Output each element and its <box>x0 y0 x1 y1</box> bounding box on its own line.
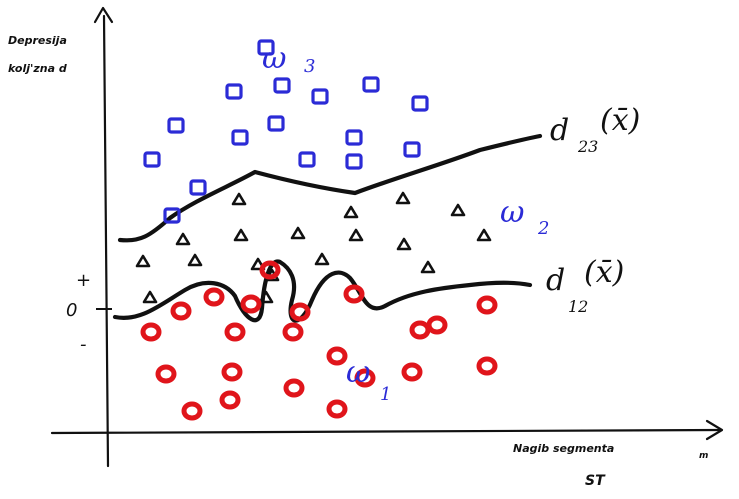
d23-subscript: 23 <box>577 137 598 156</box>
axes <box>50 6 724 468</box>
circle-marker <box>170 301 192 321</box>
triangle-marker <box>135 254 151 268</box>
d12-argument: (x̄) <box>584 255 624 290</box>
square-marker <box>345 153 363 170</box>
class-omega1-circles <box>140 260 498 421</box>
boundary-d23-line <box>117 133 543 243</box>
y-axis-label-line2: kolj'zna d <box>8 62 67 75</box>
square-marker <box>362 76 380 93</box>
omega3-label: ω 3 <box>262 41 315 77</box>
circle-marker <box>283 378 305 398</box>
triangle-marker <box>476 228 492 242</box>
triangle-marker <box>175 232 191 246</box>
x-axis-label-line1: Nagib segmenta <box>513 442 614 455</box>
circle-marker <box>259 260 281 280</box>
circle-marker <box>326 399 348 419</box>
circle-marker <box>354 368 376 388</box>
circle-marker <box>203 287 225 307</box>
square-marker <box>311 88 329 105</box>
circle-marker <box>476 295 498 315</box>
triangle-marker <box>233 228 249 242</box>
square-marker <box>163 207 181 224</box>
square-marker <box>411 95 429 112</box>
circle-marker <box>409 320 431 340</box>
circle-marker <box>219 390 241 410</box>
triangle-marker <box>396 237 412 251</box>
boundary-d12-line <box>112 259 533 323</box>
d23-letter: d <box>550 113 569 148</box>
circle-marker <box>343 284 365 304</box>
circle-marker <box>289 302 311 322</box>
square-marker <box>231 129 249 146</box>
triangle-marker <box>231 192 247 206</box>
minus-sign: - <box>80 334 87 355</box>
triangle-marker <box>314 252 330 266</box>
x-axis-arrowhead <box>705 419 724 441</box>
triangle-marker <box>343 205 359 219</box>
d12-letter: d <box>546 263 565 298</box>
omega2-letter: ω <box>500 195 524 230</box>
circle-marker <box>240 294 262 314</box>
circle-marker <box>181 401 203 421</box>
d23-argument: (x̄) <box>600 103 640 138</box>
circle-marker <box>140 322 162 342</box>
omega2-index: 2 <box>537 218 549 239</box>
circle-marker <box>476 356 498 376</box>
y-axis-arrowhead <box>93 6 114 24</box>
square-marker <box>189 179 207 196</box>
triangle-marker <box>395 191 411 205</box>
d12-subscript: 12 <box>568 297 588 316</box>
d12-label: d 12 (x̄) <box>546 255 624 316</box>
square-marker <box>345 129 363 146</box>
y-axis-label-line1: Depresija <box>8 34 67 47</box>
x-axis-label-suffix: m <box>699 451 708 461</box>
square-marker <box>143 151 161 168</box>
plus-sign: + <box>76 270 91 291</box>
circle-marker <box>326 346 348 366</box>
triangle-marker <box>258 290 274 304</box>
zero-sign: 0 <box>66 300 77 321</box>
square-marker <box>267 115 285 132</box>
triangle-marker <box>348 228 364 242</box>
triangle-marker <box>450 203 466 217</box>
circle-marker <box>426 315 448 335</box>
class-omega3-squares <box>143 39 429 224</box>
square-marker <box>225 83 243 100</box>
circle-marker <box>155 364 177 384</box>
triangle-marker <box>250 257 266 271</box>
circle-marker <box>221 362 243 382</box>
square-marker <box>257 39 275 56</box>
y-axis <box>102 14 110 468</box>
x-axis <box>50 428 722 435</box>
square-marker <box>403 141 421 158</box>
triangle-marker <box>290 226 306 240</box>
d23-label: d 23 (x̄) <box>550 103 640 156</box>
square-marker <box>273 77 291 94</box>
x-axis-label-line2: ST <box>585 473 606 489</box>
omega1-index: 1 <box>380 384 391 405</box>
class-omega2-triangles <box>135 191 492 304</box>
omega1-letter: ω <box>346 355 370 390</box>
omega2-label: ω 2 <box>500 195 549 239</box>
triangle-marker <box>187 253 203 267</box>
circle-marker <box>401 362 423 382</box>
triangle-marker <box>420 260 436 274</box>
omega3-letter: ω <box>262 41 286 76</box>
omega1-label: ω 1 <box>346 355 391 405</box>
omega3-index: 3 <box>304 56 315 77</box>
triangle-marker <box>142 290 158 304</box>
square-marker <box>167 117 185 134</box>
square-marker <box>298 151 316 168</box>
circle-marker <box>224 322 246 342</box>
circle-marker <box>282 322 304 342</box>
